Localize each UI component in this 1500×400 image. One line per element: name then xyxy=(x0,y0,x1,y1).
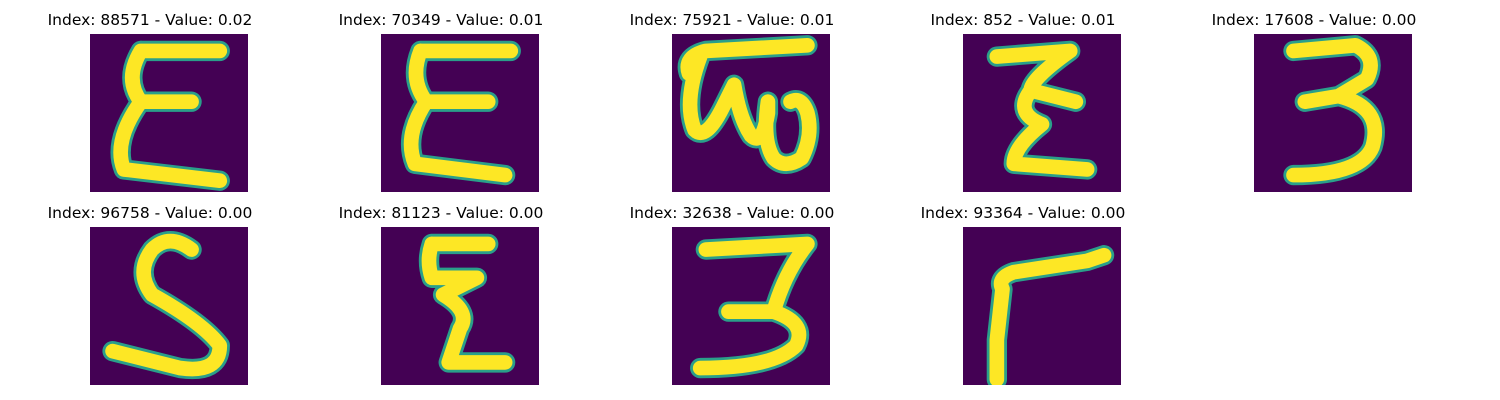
panel-title: Index: 70349 - Value: 0.01 xyxy=(338,11,544,29)
panel-4: Index: 852 - Value: 0.01 xyxy=(873,0,1173,192)
digit-image xyxy=(381,227,539,385)
panel-title: Index: 81123 - Value: 0.00 xyxy=(338,204,544,222)
stroke-core xyxy=(403,43,519,183)
panel-7: Index: 81123 - Value: 0.00 xyxy=(291,193,591,385)
digit-image xyxy=(672,227,830,385)
panel-1: Index: 88571 - Value: 0.02 xyxy=(0,0,300,192)
panel-9: Index: 93364 - Value: 0.00 xyxy=(873,193,1173,385)
stroke-core xyxy=(421,236,513,370)
panel-title: Index: 75921 - Value: 0.01 xyxy=(629,11,835,29)
stroke-core xyxy=(989,43,1095,177)
stroke-core xyxy=(692,236,815,376)
digit-image xyxy=(90,34,248,192)
panel-title: Index: 88571 - Value: 0.02 xyxy=(47,11,253,29)
digit-image xyxy=(381,34,539,192)
stroke-core xyxy=(989,247,1112,385)
panel-5: Index: 17608 - Value: 0.00 xyxy=(1164,0,1464,192)
digit-image xyxy=(1254,34,1412,192)
panel-title: Index: 93364 - Value: 0.00 xyxy=(920,204,1126,222)
digit-image xyxy=(672,34,830,192)
panel-6: Index: 96758 - Value: 0.00 xyxy=(0,193,300,385)
panel-title: Index: 32638 - Value: 0.00 xyxy=(629,204,835,222)
panel-title: Index: 852 - Value: 0.01 xyxy=(930,11,1116,29)
digit-image xyxy=(963,227,1121,385)
panel-2: Index: 70349 - Value: 0.01 xyxy=(291,0,591,192)
panel-8: Index: 32638 - Value: 0.00 xyxy=(582,193,882,385)
panel-3: Index: 75921 - Value: 0.01 xyxy=(582,0,882,192)
stroke-core xyxy=(113,43,228,189)
digit-image xyxy=(90,227,248,385)
stroke-core xyxy=(105,233,228,377)
stroke-core xyxy=(680,37,817,172)
panel-title: Index: 96758 - Value: 0.00 xyxy=(47,204,253,222)
digit-image xyxy=(963,34,1121,192)
stroke-core xyxy=(1286,37,1383,183)
panel-title: Index: 17608 - Value: 0.00 xyxy=(1211,11,1417,29)
